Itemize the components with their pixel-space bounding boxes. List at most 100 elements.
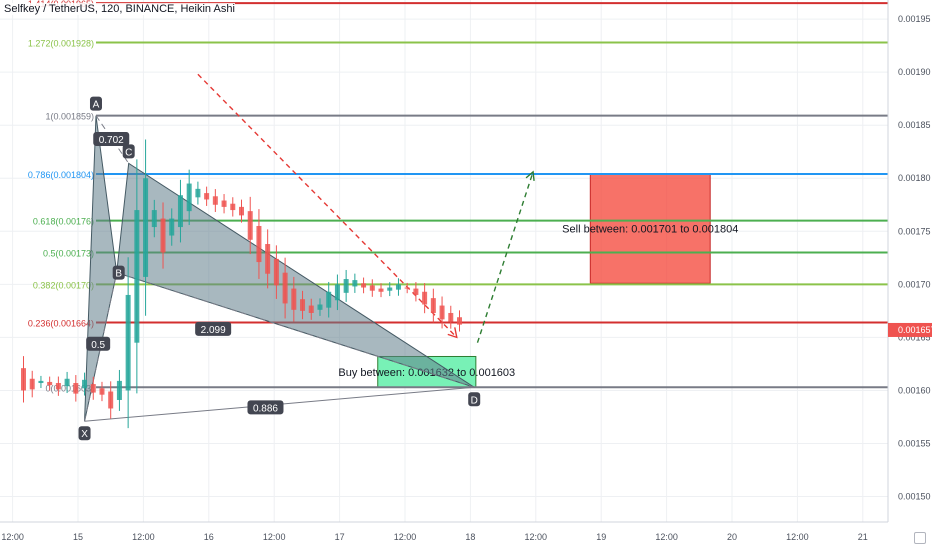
candle [369,285,375,291]
candle [300,299,306,311]
time-tick-label: 12:00 [786,532,809,542]
pattern-point-b-bg [112,265,125,280]
chart-title: Selfkey / TetherUS, 120, BINANCE, Heikin… [4,3,235,15]
fib-level-label: 1(0.001859) [45,112,94,122]
sell-zone [589,173,711,284]
candle [125,294,131,391]
pattern-ratio-bg [247,400,284,415]
time-tick-label: 15 [73,532,83,542]
pattern-ratio-bg [195,321,232,336]
pattern-triangle-xab [84,115,118,422]
candle [343,279,349,293]
sell-zone-label: Sell between: 0.001701 to 0.001804 [562,224,738,236]
price-tick-label: 0.00190 [898,67,931,77]
fib-level-label: 0.382(0.00170) [33,280,94,290]
candle [230,203,236,211]
pattern-ratio: 0.5 [91,340,105,351]
candle [291,288,297,310]
buy-zone-label: Buy between: 0.001632 to 0.001603 [338,367,515,379]
candle [55,383,61,390]
uptrend-arrowhead [525,170,535,181]
candle [90,384,96,393]
pattern-point-d: D [471,395,478,406]
candle [64,378,70,387]
candle [134,210,140,343]
time-tick-label: 12:00 [263,532,286,542]
candle [186,183,192,212]
candle [212,196,218,205]
pattern-ratio: 0.702 [99,135,124,146]
candle [361,283,367,288]
candle [448,312,454,322]
candle [387,287,393,291]
candle [430,298,436,313]
candle [29,378,35,390]
candle [21,368,26,391]
time-tick-label: 16 [204,532,214,542]
candle [108,391,114,409]
candle [334,284,340,301]
candle [195,188,201,198]
pattern-triangle-bcd [116,162,475,388]
price-axis-bg [888,0,932,550]
candle [143,178,149,277]
pattern-point-d-bg [468,392,481,407]
fib-level-label: 0.5(0.00173) [43,249,94,259]
candle [160,218,166,253]
pattern-ratio-bg [86,336,111,351]
fib-level-label: 0.618(0.00176) [33,217,94,227]
downtrend-arrowhead [447,327,458,339]
candle [265,244,271,274]
settings-icon[interactable] [914,532,926,544]
time-tick-label: 17 [335,532,345,542]
candle [395,284,401,290]
current-price-label: 0.001657 [898,325,932,335]
time-axis-bg [0,522,888,550]
candle [247,211,253,240]
candle [404,287,410,289]
time-tick-label: 12:00 [394,532,417,542]
time-tick-label: 12:00 [132,532,155,542]
pattern-ratio: 2.099 [201,325,226,336]
candle [282,272,288,304]
time-tick-label: 19 [596,532,606,542]
pattern-point-a: A [93,100,100,111]
candle [413,288,419,295]
candle [151,210,157,228]
time-tick-label: 12:00 [525,532,548,542]
pattern-point-a-bg [89,96,102,111]
candle [82,379,88,389]
time-tick-label: 20 [727,532,737,542]
fib-level-label: 0(0.001603) [45,383,94,393]
candle [38,380,44,384]
candle [204,193,210,200]
time-tick-label: 12:00 [1,532,24,542]
current-price-badge [888,322,932,337]
pattern-ratio: 0.886 [253,403,278,414]
price-tick-label: 0.00180 [898,173,931,183]
candle [273,258,279,286]
pattern-point-x: X [81,429,88,440]
time-tick-label: 21 [858,532,868,542]
price-tick-label: 0.00150 [898,492,931,502]
candle [239,206,244,216]
candle [47,381,53,386]
fib-level-label: 0.236(0.001664) [28,319,94,329]
pattern-bd-line [116,272,475,388]
candle [317,304,323,310]
candle [221,200,227,207]
candle [116,380,122,400]
candle [308,305,314,313]
price-tick-label: 0.00195 [898,14,931,24]
candle [422,291,428,305]
pattern-point-b: B [115,269,122,280]
candle [378,288,384,292]
price-tick-label: 0.00160 [898,385,931,395]
candle [73,383,79,394]
fib-level-label: 0.786(0.001804) [28,170,94,180]
price-tick-label: 0.00185 [898,120,931,130]
price-tick-label: 0.00170 [898,279,931,289]
candle [457,317,462,325]
